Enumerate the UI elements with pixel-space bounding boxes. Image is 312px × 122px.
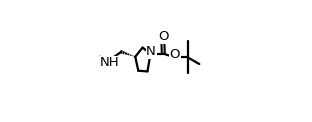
Text: O: O (169, 48, 180, 61)
Text: N: N (146, 45, 156, 58)
Text: O: O (158, 30, 168, 43)
Text: NH: NH (100, 56, 119, 69)
